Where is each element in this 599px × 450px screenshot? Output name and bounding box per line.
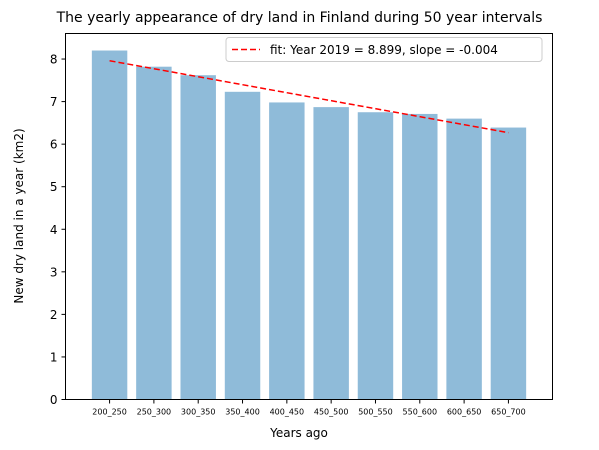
x-tick-label: 650_700 xyxy=(491,408,526,417)
x-axis: 200_250 250_300 300_350 350_400 400_450 450_5… xyxy=(92,399,526,417)
bar-350_400 xyxy=(224,91,261,400)
plot-area xyxy=(65,33,553,400)
x-tick-label: 550_600 xyxy=(403,408,438,417)
legend-box xyxy=(225,37,543,62)
chart-title: The yearly appearance of dry land in Fin… xyxy=(56,10,543,26)
x-tick-label: 600_650 xyxy=(447,408,482,417)
y-axis-label: New dry land in a year (km2) xyxy=(12,128,26,303)
legend-fit-label: fit: Year 2019 = 8.899, slope = -0.004 xyxy=(270,43,498,57)
x-tick-label: 450_500 xyxy=(314,408,349,417)
bar-550_600 xyxy=(402,113,438,400)
y-tick-label: 4 xyxy=(50,223,58,237)
bar-650_700 xyxy=(490,127,527,400)
bars xyxy=(91,50,527,400)
y-tick-label: 7 xyxy=(50,95,58,109)
bar-400_450 xyxy=(269,102,305,400)
y-tick-label: 2 xyxy=(50,308,58,322)
bar-200_250 xyxy=(91,50,128,400)
x-tick-label: 200_250 xyxy=(92,408,127,417)
y-tick-label: 0 xyxy=(50,393,58,407)
bar-600_650 xyxy=(446,118,482,400)
x-tick-label: 250_300 xyxy=(137,408,172,417)
x-axis-label: Years ago xyxy=(269,426,328,440)
y-tick-label: 5 xyxy=(50,180,58,194)
legend: fit: Year 2019 = 8.899, slope = -0.004 xyxy=(225,37,543,62)
bar-250_300 xyxy=(136,66,172,400)
y-tick-label: 8 xyxy=(50,53,58,67)
x-tick-label: 300_350 xyxy=(181,408,216,417)
x-tick-label: 350_400 xyxy=(225,408,260,417)
x-tick-label: 500_550 xyxy=(358,408,393,417)
fit-line xyxy=(109,59,509,134)
bar-450_500 xyxy=(313,107,349,400)
bar-500_550 xyxy=(357,112,394,400)
y-tick-label: 1 xyxy=(50,350,58,364)
y-tick-label: 6 xyxy=(50,138,58,152)
bar-300_350 xyxy=(180,75,216,400)
y-tick-label: 3 xyxy=(50,265,58,279)
x-tick-label: 400_450 xyxy=(270,408,305,417)
y-axis: 0 1 2 3 4 5 6 7 8 xyxy=(50,53,66,407)
plot-frame xyxy=(65,33,553,400)
